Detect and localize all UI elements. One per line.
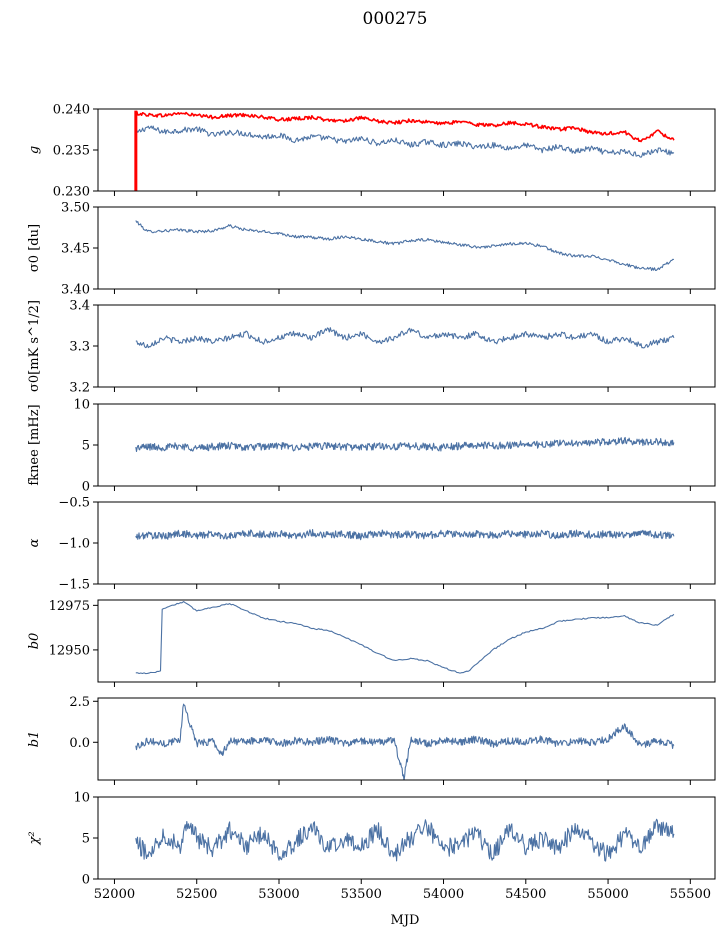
panel-2: 3.40 3.45 3.50 σ0 [du] [27, 201, 716, 298]
y-tick-label: 3.40 [61, 283, 90, 298]
panel-frame [97, 206, 716, 290]
y-axis-label: σ0 [du] [27, 224, 42, 272]
y-tick-label: 0.235 [53, 144, 90, 159]
y-tick-label: 3.3 [69, 340, 90, 355]
x-tick-label: 52500 [176, 887, 217, 902]
y-axis-label: b0 [27, 633, 42, 650]
y-tick-label: 10 [73, 791, 90, 806]
y-tick-label: 3.4 [69, 299, 90, 314]
series-group [135, 220, 675, 272]
x-axis-label: MJD [391, 913, 420, 928]
y-tick-label: 0.240 [53, 103, 90, 118]
series-group [135, 703, 675, 780]
x-tick-label: 55500 [670, 887, 711, 902]
y-tick-label: 12975 [49, 599, 90, 614]
series-line-1 [135, 327, 675, 349]
y-tick-label: 10 [73, 398, 90, 413]
y-axis-label: fknee [mHz] [27, 404, 42, 485]
series-group [135, 818, 675, 862]
panel-frame [97, 304, 716, 388]
panel-frame [97, 697, 716, 781]
x-tick-label: 54000 [423, 887, 464, 902]
series-line-1 [135, 436, 675, 453]
series-group [134, 110, 675, 191]
panel-6: 12950 12975 b0 [27, 599, 716, 687]
x-tick-label: 53000 [258, 887, 299, 902]
panel-1: 0.230 0.235 0.240 g [27, 103, 716, 200]
y-axis-label: α [27, 538, 42, 547]
y-tick-label: 3.50 [61, 201, 90, 216]
panel-7: 0.0 2.5 b1 [27, 695, 716, 785]
y-tick-label: 2.5 [69, 695, 90, 710]
y-axis-label: σ0[mK s^1/2] [27, 300, 42, 392]
panel-frame [97, 599, 716, 683]
panel-frame [97, 501, 716, 585]
series-line-1 [135, 529, 675, 541]
y-tick-label: 3.45 [61, 242, 90, 257]
y-axis-label: g [27, 146, 42, 154]
y-tick-label: 0.230 [53, 185, 90, 200]
y-tick-label: 0 [82, 873, 90, 888]
series-group [135, 529, 675, 541]
series-line-1 [135, 703, 675, 780]
y-tick-label: 5 [82, 832, 90, 847]
panel-3: 3.2 3.3 3.4 σ0[mK s^1/2] [27, 299, 716, 396]
y-tick-label: 0 [82, 480, 90, 495]
panel-5: −1.5 −1.0 −0.5 α [27, 496, 716, 593]
y-tick-label: 5 [82, 439, 90, 454]
series-line-1 [135, 220, 675, 272]
series-group [135, 601, 675, 675]
y-tick-label: −1.0 [58, 537, 90, 552]
series-group [135, 436, 675, 453]
series-line-1 [135, 818, 675, 862]
y-tick-label: 3.2 [69, 381, 90, 396]
series-group [135, 327, 675, 349]
y-axis-label: χ² [27, 831, 42, 845]
series-line-1 [135, 601, 675, 675]
x-tick-label: 55000 [587, 887, 628, 902]
y-tick-label: 12950 [49, 643, 90, 658]
x-tick-label: 54500 [505, 887, 546, 902]
y-tick-label: −0.5 [58, 496, 90, 511]
y-axis-label: b1 [27, 731, 42, 748]
panel-4: 0 5 10 fknee [mHz] [27, 398, 716, 495]
x-tick-label: 52000 [94, 887, 135, 902]
y-tick-label: −1.5 [58, 578, 90, 593]
y-tick-label: 0.0 [69, 736, 90, 751]
series-line-2 [135, 110, 675, 143]
panel-8: 0 5 10 52000 52500 53000 53500 54000 54500 55000 5… [27, 791, 716, 902]
x-tick-label: 53500 [341, 887, 382, 902]
series-line-1 [135, 125, 675, 158]
figure-title: 000275 [363, 9, 428, 29]
